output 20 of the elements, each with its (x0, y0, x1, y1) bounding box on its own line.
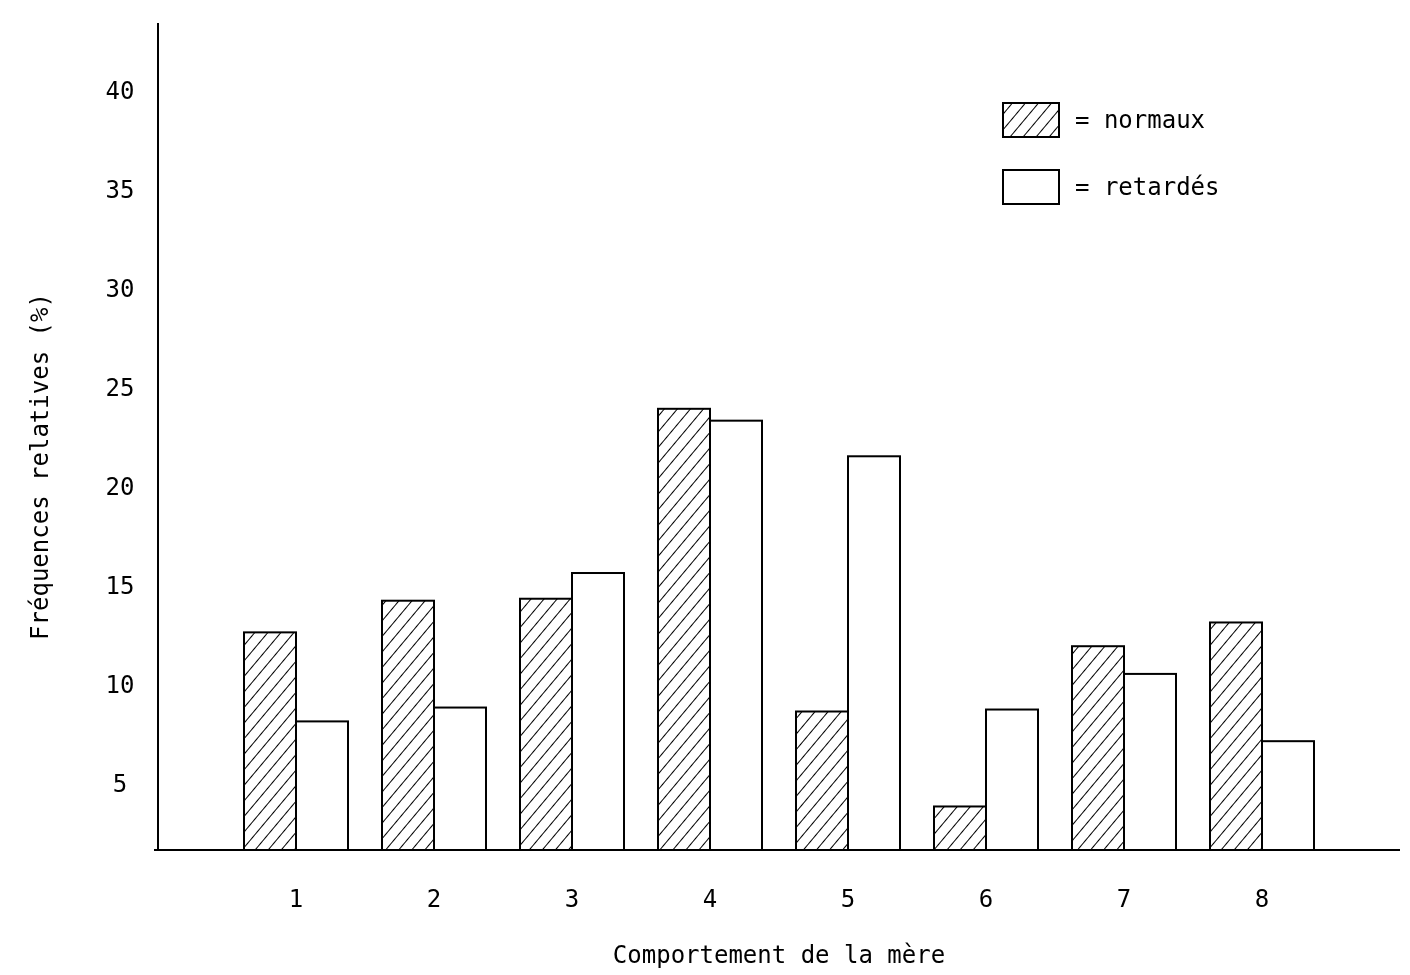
x-tick-label: 7 (1116, 885, 1132, 913)
y-tick-label: 35 (105, 176, 135, 205)
x-axis-title: Comportement de la mère (612, 941, 946, 969)
y-tick-label: 25 (105, 374, 135, 403)
y-axis-title: Fréquences relatives (%) (26, 293, 54, 640)
x-tick-label: 1 (288, 885, 304, 913)
x-tick-label: 3 (564, 885, 580, 913)
x-tick-label: 2 (426, 885, 442, 913)
x-tick-label: 4 (702, 885, 718, 913)
y-tick-label: 15 (105, 571, 135, 600)
y-tick-label: 10 (105, 670, 135, 699)
y-tick-label: 30 (105, 275, 135, 304)
legend-label: = retardés (1075, 173, 1220, 201)
x-tick-label: 5 (840, 885, 856, 913)
x-tick-label: 6 (978, 885, 994, 913)
y-tick-label: 40 (105, 77, 135, 106)
x-tick-label: 8 (1254, 885, 1270, 913)
legend-label: = normaux (1075, 106, 1206, 134)
y-tick-label: 20 (105, 472, 135, 501)
y-tick-label: 5 (112, 769, 128, 798)
